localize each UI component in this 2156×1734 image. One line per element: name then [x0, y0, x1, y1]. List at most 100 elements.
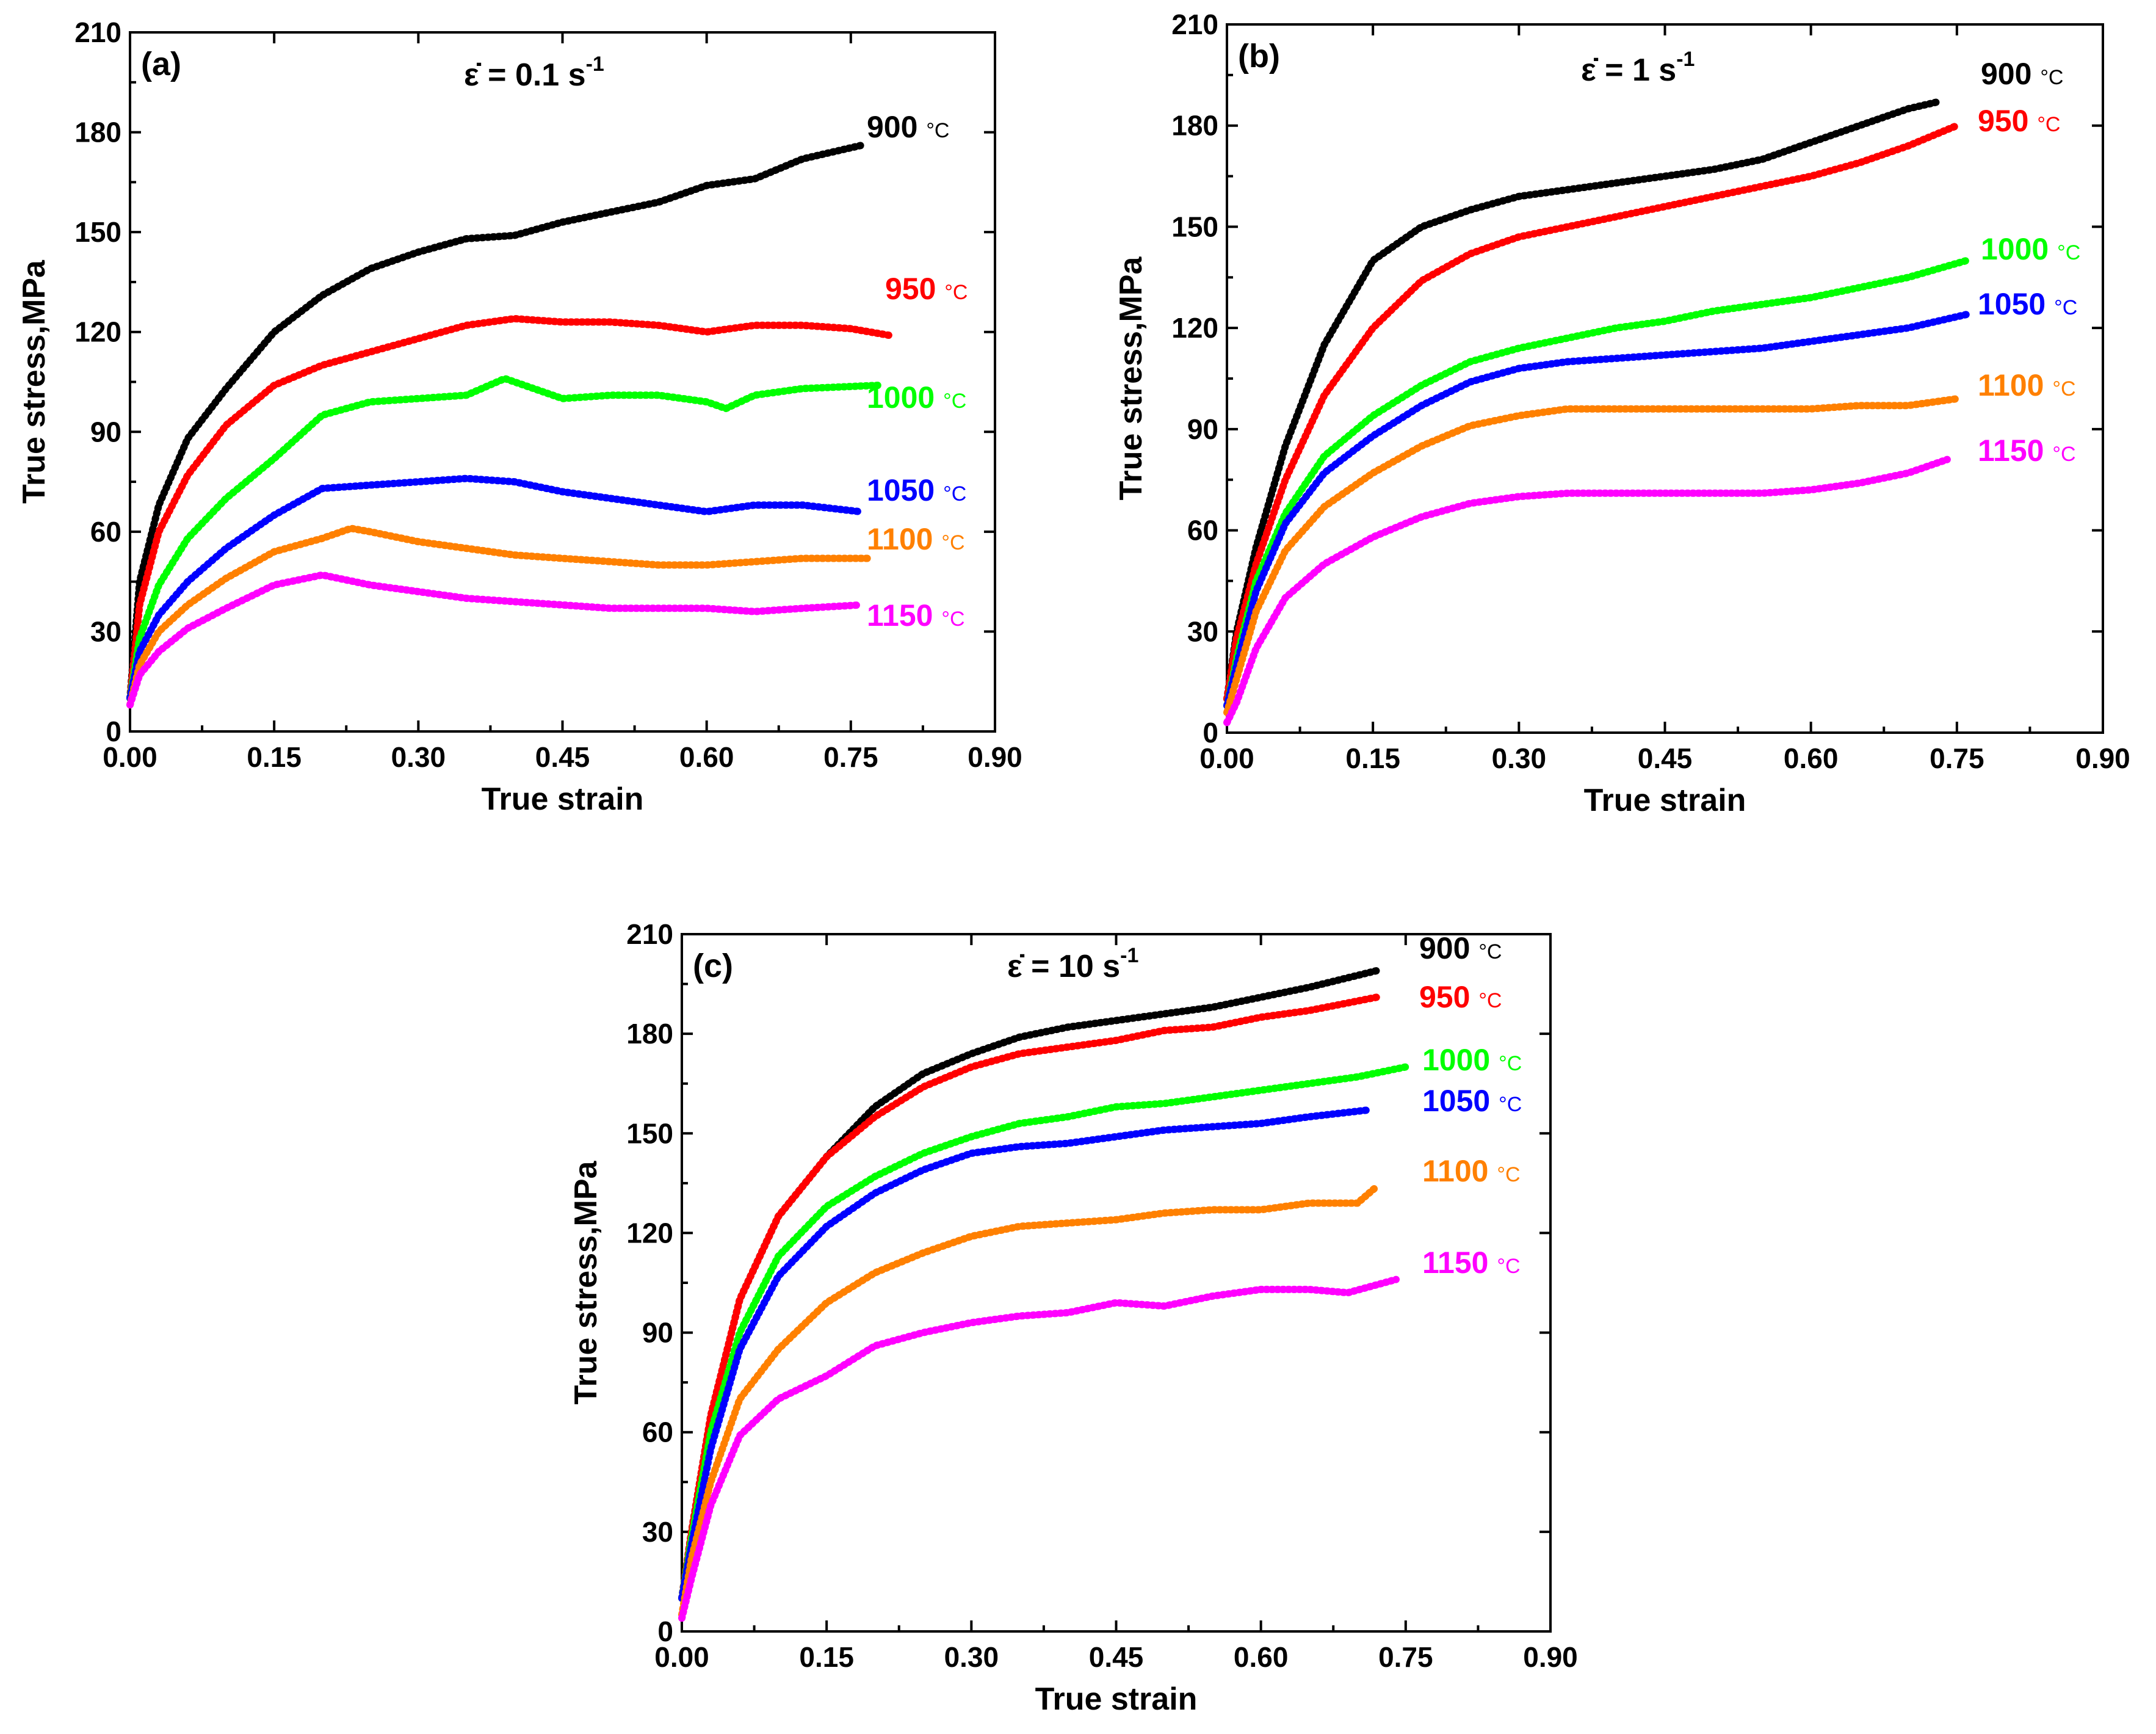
series-temp: 950 — [1978, 104, 2037, 138]
x-axis-title: True strain — [482, 782, 644, 817]
series-label-1150: 1150 °C — [1978, 434, 2076, 468]
y-tick-label: 120 — [626, 1217, 673, 1249]
series-line-1050 — [126, 474, 864, 702]
series-temp: 900 — [1981, 57, 2040, 91]
series-temp: 1100 — [1978, 368, 2052, 402]
y-tick-label: 30 — [642, 1516, 673, 1548]
strain-rate-label: ε̇ = 10 s-1 — [1007, 944, 1138, 984]
chart-panel-a: 0.00 0.15 0.30 0.45 0.60 0.75 0.90 0 30 60 90 120 15… — [16, 16, 1022, 817]
series-unit: °C — [926, 119, 949, 142]
series-label-1050: 1050 °C — [1422, 1084, 1522, 1118]
series-line-900 — [678, 967, 1381, 1602]
series-unit: °C — [943, 390, 966, 413]
x-tick-label: 0.00 — [103, 741, 157, 773]
x-tick-label: 0.30 — [1492, 742, 1547, 774]
series-unit: °C — [1499, 1093, 1522, 1116]
series-label-1100: 1100 °C — [867, 522, 965, 556]
series-temp: 1100 — [867, 522, 941, 556]
series-label-900: 900 °C — [1419, 931, 1502, 965]
x-tick-label: 0.00 — [1199, 742, 1254, 774]
series-line-900 — [1223, 98, 1941, 703]
series-line-1100 — [126, 524, 874, 709]
series-temp: 1150 — [1978, 434, 2052, 468]
y-tick-label: 30 — [90, 615, 121, 647]
strain-rate-exponent: -1 — [1120, 944, 1138, 967]
series-unit: °C — [2052, 377, 2075, 401]
y-tick-label: 90 — [1187, 413, 1218, 445]
y-tick-label: 0 — [106, 716, 121, 747]
series-line-1100 — [1223, 395, 1961, 716]
series-line-1000 — [1223, 256, 1970, 709]
series-label-900: 900 °C — [1981, 57, 2063, 91]
series-line-950 — [1223, 122, 1961, 703]
x-axis-title: True strain — [1584, 783, 1746, 818]
series-temp: 1050 — [867, 473, 943, 507]
x-tick-label: 0.45 — [535, 741, 590, 773]
x-axis-title: True strain — [1035, 1681, 1198, 1717]
series-unit: °C — [941, 608, 964, 631]
series-temp: 1000 — [867, 380, 943, 415]
plot-frame — [1226, 23, 2104, 734]
y-tick-label: 150 — [1171, 211, 1218, 242]
series-line-900 — [126, 142, 864, 702]
series-unit: °C — [941, 531, 964, 554]
series-temp: 1150 — [1422, 1246, 1497, 1280]
x-tick-label: 0.15 — [799, 1641, 854, 1673]
x-tick-label: 0.30 — [391, 741, 446, 773]
series-temp: 900 — [1419, 931, 1478, 965]
series-temp: 1150 — [867, 598, 941, 633]
x-tick-label: 0.00 — [654, 1641, 709, 1673]
series-temp: 950 — [1419, 980, 1478, 1014]
chart-panel-c: 0.00 0.15 0.30 0.45 0.60 0.75 0.90 0 30 60 90 120 15… — [568, 918, 1578, 1717]
series-label-950: 950 °C — [1419, 980, 1502, 1014]
y-tick-label: 180 — [626, 1018, 673, 1050]
series-label-1000: 1000 °C — [1422, 1043, 1522, 1077]
y-tick-label: 210 — [626, 918, 673, 950]
series-temp: 900 — [867, 110, 926, 144]
series-line-950 — [678, 993, 1381, 1602]
x-tick-label: 0.60 — [1784, 742, 1839, 774]
series-line-950 — [126, 314, 893, 702]
series-unit: °C — [2037, 113, 2060, 136]
x-tick-label: 0.75 — [1930, 742, 1984, 774]
series-label-900: 900 °C — [867, 110, 949, 144]
series-unit: °C — [2057, 241, 2080, 264]
series-label-1150: 1150 °C — [867, 598, 965, 633]
x-tick-label: 0.15 — [1345, 742, 1400, 774]
series-label-1150: 1150 °C — [1422, 1246, 1521, 1280]
y-tick-label: 180 — [74, 117, 121, 148]
x-tick-label: 0.75 — [1378, 1641, 1433, 1673]
series-unit: °C — [2054, 296, 2077, 319]
strain-rate-label: ε̇ = 0.1 s-1 — [464, 53, 604, 93]
x-tick-label: 0.30 — [944, 1641, 999, 1673]
x-tick-label: 0.60 — [679, 741, 734, 773]
series-unit: °C — [2040, 66, 2063, 89]
series-line-1050 — [678, 1106, 1371, 1602]
series-line-1150 — [678, 1275, 1400, 1622]
series-unit: °C — [943, 482, 966, 506]
series-line-1150 — [126, 571, 864, 709]
x-tick-label: 0.15 — [247, 741, 302, 773]
y-tick-label: 210 — [74, 16, 121, 48]
series-line-1100 — [678, 1183, 1381, 1619]
y-tick-label: 120 — [74, 316, 121, 348]
panel-label: (a) — [141, 46, 181, 82]
y-tick-label: 60 — [1187, 515, 1218, 546]
x-tick-label: 0.45 — [1638, 742, 1693, 774]
y-tick-label: 90 — [642, 1317, 673, 1349]
series-temp: 1050 — [1422, 1084, 1499, 1118]
series-line-1000 — [678, 1063, 1409, 1602]
x-tick-label: 0.90 — [968, 741, 1022, 773]
chart-panel-b: 0.00 0.15 0.30 0.45 0.60 0.75 0.90 0 30 60 90 120 15… — [1113, 9, 2130, 818]
series-unit: °C — [1497, 1163, 1520, 1186]
y-tick-label: 60 — [642, 1417, 673, 1448]
panel-label: (b) — [1238, 38, 1280, 74]
series-label-1100: 1100 °C — [1978, 368, 2076, 402]
series-temp: 950 — [885, 272, 944, 306]
series-unit: °C — [1478, 989, 1502, 1012]
x-tick-label: 0.60 — [1234, 1641, 1289, 1673]
series-label-1100: 1100 °C — [1422, 1154, 1521, 1188]
series-unit: °C — [2052, 443, 2075, 466]
y-tick-label: 210 — [1171, 9, 1218, 40]
